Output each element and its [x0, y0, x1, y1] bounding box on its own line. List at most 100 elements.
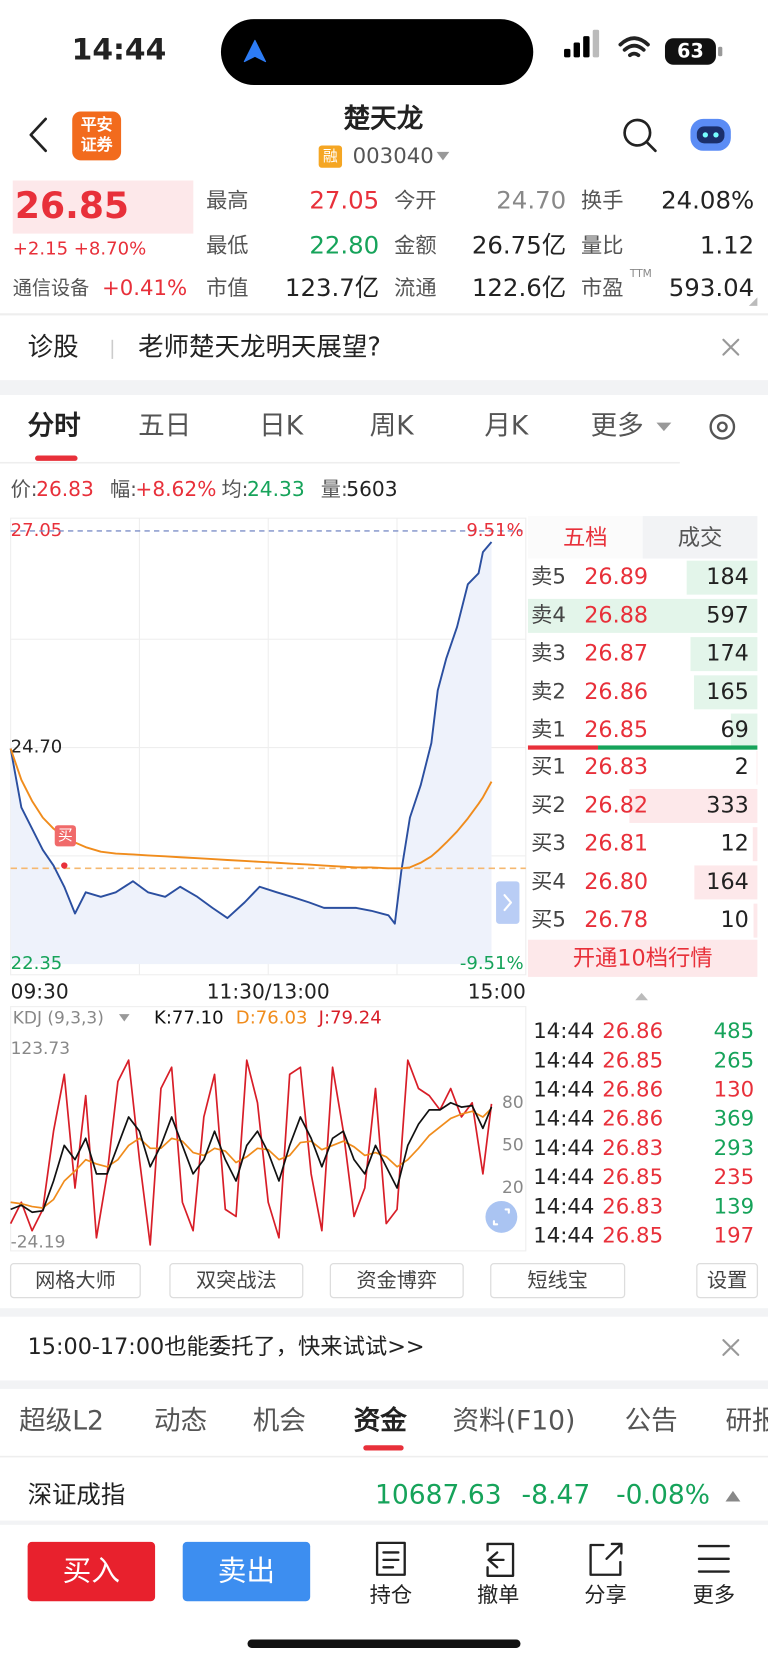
level-price: 26.83	[584, 754, 648, 780]
tool-button[interactable]	[169, 1262, 304, 1299]
position-icon[interactable]	[375, 1541, 406, 1576]
info-tab[interactable]: 研报	[726, 1405, 768, 1436]
banner-text[interactable]: 15:00-17:00也能委托了，快来试试>>	[28, 1334, 425, 1360]
level-volume: 174	[706, 641, 749, 667]
book-tab[interactable]: 成交	[678, 525, 723, 551]
tool-button[interactable]	[329, 1262, 464, 1299]
y-tick-label: 24.70	[11, 737, 63, 758]
info-tab[interactable]: 超级L2	[19, 1405, 104, 1436]
action-label: 撤单	[477, 1583, 519, 1608]
stock-code: 003040	[353, 144, 434, 169]
robot-eye	[713, 132, 719, 138]
signal-bar	[583, 36, 590, 58]
info-tab[interactable]: 资料(F10)	[453, 1405, 576, 1436]
level-volume: 333	[706, 792, 749, 818]
chart-tab[interactable]: 更多	[591, 410, 644, 441]
signal-bar	[592, 29, 600, 58]
stat-label: 最高	[206, 189, 248, 214]
expand-arrow[interactable]	[725, 1490, 741, 1502]
logo-text: 证券	[81, 135, 114, 154]
y2-tick-label: 80	[502, 1093, 524, 1113]
tool-label: 资金博弈	[356, 1268, 437, 1292]
kdj-title[interactable]: KDJ (9,3,3)	[13, 1008, 104, 1028]
trade-time: 14:44	[533, 1165, 594, 1190]
price-bg	[12, 180, 194, 234]
trade-price: 26.85	[602, 1224, 663, 1249]
price-line	[9, 748, 493, 870]
trade-volume: 130	[714, 1078, 755, 1103]
y2-tick-label: 50	[502, 1135, 524, 1155]
stat-value: 27.05	[309, 186, 379, 215]
info-tab[interactable]: 资金	[354, 1405, 408, 1436]
info-tab[interactable]: 动态	[154, 1405, 207, 1436]
upgrade-button[interactable]	[527, 939, 758, 977]
diagnosis-tag: 诊股	[28, 332, 79, 362]
location-arrow	[243, 39, 267, 63]
sell-button[interactable]	[182, 1541, 311, 1602]
trade-price: 26.85	[602, 1048, 663, 1073]
level-label: 卖2	[531, 679, 566, 704]
more-icon[interactable]	[697, 1544, 730, 1573]
trade-volume: 369	[714, 1107, 755, 1132]
level-label: 买2	[531, 793, 566, 818]
signal-bar	[564, 48, 571, 58]
buy-marker-bg	[54, 825, 76, 847]
tool-label: 网格大师	[35, 1268, 116, 1292]
chart-tab[interactable]: 日K	[259, 410, 304, 441]
upgrade-label: 开通10档行情	[573, 945, 713, 971]
status-time: 14:44	[72, 32, 167, 67]
kdj-line	[9, 1059, 493, 1246]
divider	[0, 461, 680, 464]
collapse-arrow	[635, 992, 648, 1001]
chart-tab[interactable]: 月K	[484, 410, 529, 441]
volume-bar	[752, 827, 758, 862]
info-value: 5603	[346, 477, 397, 501]
back-button[interactable]	[29, 117, 48, 153]
code-dropdown[interactable]	[436, 151, 450, 161]
more-dropdown	[656, 422, 672, 432]
stat-value: 22.80	[309, 230, 379, 259]
action-label: 持仓	[370, 1583, 412, 1608]
index-percent: -0.08%	[616, 1480, 710, 1511]
y-tick-label: -24.19	[11, 1232, 66, 1252]
band	[0, 1380, 768, 1389]
tool-button[interactable]	[696, 1262, 759, 1299]
level-volume: 2	[735, 754, 749, 780]
share-icon[interactable]	[589, 1542, 623, 1576]
chart-tab[interactable]: 周K	[370, 410, 415, 441]
price-area	[10, 541, 492, 965]
cancel-icon[interactable]	[486, 1542, 515, 1577]
book-tab[interactable]: 五档	[563, 525, 608, 551]
trade-time: 14:44	[533, 1048, 594, 1073]
level-volume: 10	[720, 907, 748, 933]
info-tab[interactable]: 机会	[253, 1405, 306, 1436]
y-tick-label: 22.35	[11, 953, 63, 974]
volume-bar	[730, 713, 758, 748]
book-tab-bg	[527, 516, 643, 559]
level-price: 26.88	[584, 602, 648, 628]
expand-panel-button[interactable]	[496, 881, 520, 924]
robot-face	[696, 126, 725, 144]
close-button[interactable]	[722, 338, 740, 356]
tool-button[interactable]	[9, 1262, 141, 1299]
tool-button[interactable]	[490, 1262, 626, 1299]
price-line	[9, 541, 493, 925]
settings-icon[interactable]	[709, 414, 736, 440]
info-tab[interactable]: 公告	[625, 1405, 678, 1436]
buy-point	[61, 862, 68, 869]
trade-time: 14:44	[533, 1194, 594, 1219]
chart-tab[interactable]: 分时	[28, 410, 81, 441]
buy-button[interactable]	[27, 1541, 156, 1602]
y2-tick-label: 20	[502, 1178, 524, 1198]
robot-eye	[702, 132, 708, 138]
search-icon[interactable]	[623, 118, 652, 147]
close-button[interactable]	[722, 1339, 740, 1356]
action-label: 更多	[693, 1583, 735, 1608]
fullscreen-button[interactable]	[485, 1200, 518, 1233]
level-volume: 164	[706, 869, 749, 895]
diagnosis-question[interactable]: 老师楚天龙明天展望?	[138, 332, 381, 362]
index-value: 10687.63	[375, 1480, 502, 1511]
stat-label: 最低	[206, 233, 248, 258]
chart-tab[interactable]: 五日	[138, 410, 191, 441]
battery	[664, 38, 716, 65]
